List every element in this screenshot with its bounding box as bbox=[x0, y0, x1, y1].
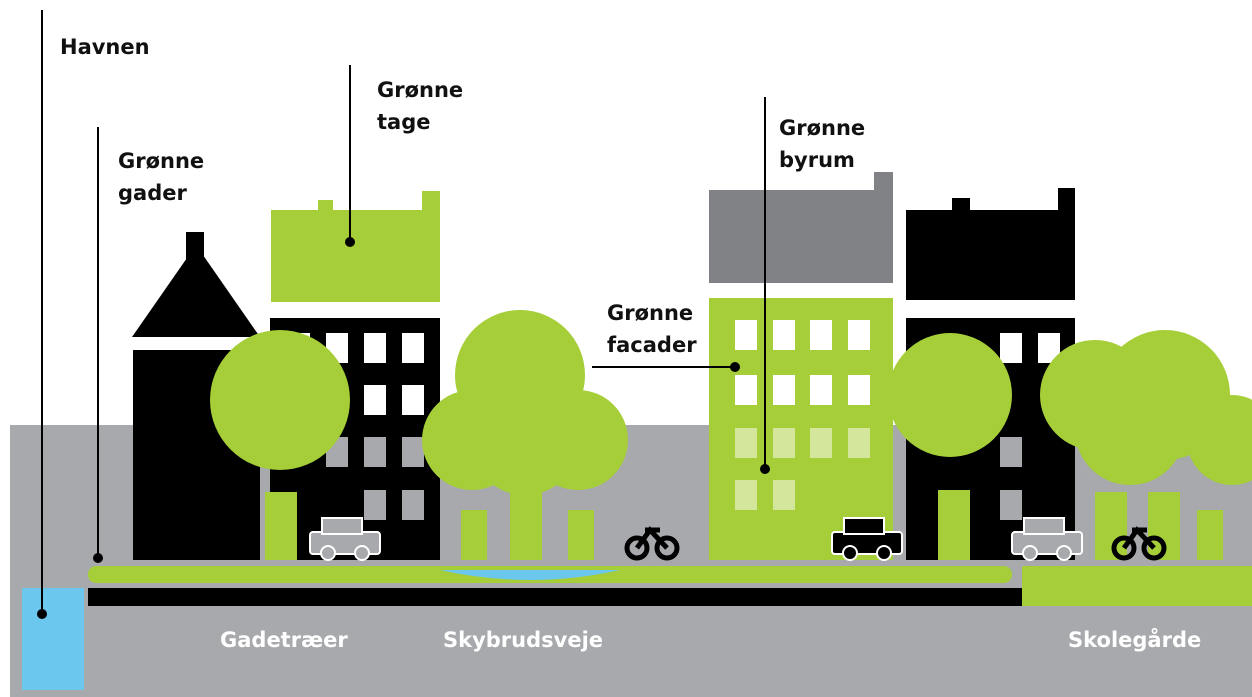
callout-label: Grønne bbox=[607, 301, 693, 325]
callout-label: Havnen bbox=[60, 35, 150, 59]
illustration: Havnen Grønne gader Grønne tage Grønne byrum Gr… bbox=[0, 0, 1252, 697]
ground-label: Gadetræer bbox=[220, 628, 348, 652]
callout-label: Grønne bbox=[118, 149, 204, 173]
ground-label: Skolegårde bbox=[1068, 627, 1201, 652]
callout-label: Grønne bbox=[779, 116, 865, 140]
ground-label: Skybrudsveje bbox=[443, 628, 603, 652]
callout-label: tage bbox=[377, 110, 430, 134]
callout-label: byrum bbox=[779, 148, 855, 172]
callout-label: facader bbox=[607, 333, 697, 357]
callout-label: gader bbox=[118, 181, 187, 205]
callout-label: Grønne bbox=[377, 78, 463, 102]
